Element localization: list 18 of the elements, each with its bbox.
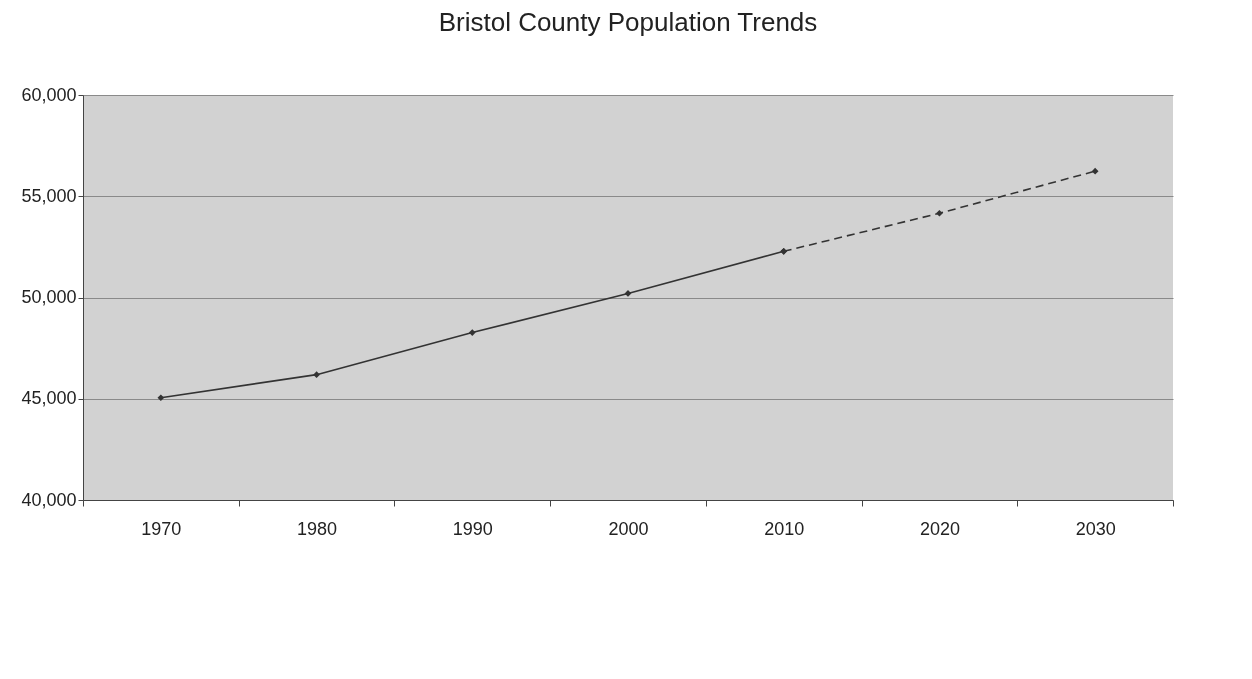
y-tick-label: 50,000 bbox=[21, 287, 77, 307]
x-tick-label: 1990 bbox=[452, 518, 493, 539]
x-tick-label: 2020 bbox=[919, 518, 960, 539]
chart-title: Bristol County Population Trends bbox=[438, 7, 818, 37]
point bbox=[468, 329, 476, 336]
x-tick-label: 1970 bbox=[141, 518, 182, 539]
point bbox=[1091, 167, 1099, 175]
x-tick-label: 2010 bbox=[764, 518, 805, 539]
y-tick-label: 40,000 bbox=[21, 489, 77, 510]
y-tick-label: 55,000 bbox=[21, 185, 77, 206]
y-tick-label: 60,000 bbox=[21, 84, 77, 105]
x-tick-label: 2030 bbox=[1075, 518, 1116, 539]
point bbox=[936, 209, 943, 217]
x-tick-label: 1980 bbox=[297, 518, 338, 539]
y-tick-label: 45,000 bbox=[21, 388, 77, 409]
x-tick-label: 2000 bbox=[608, 518, 649, 539]
point bbox=[313, 371, 320, 379]
point bbox=[157, 394, 165, 402]
